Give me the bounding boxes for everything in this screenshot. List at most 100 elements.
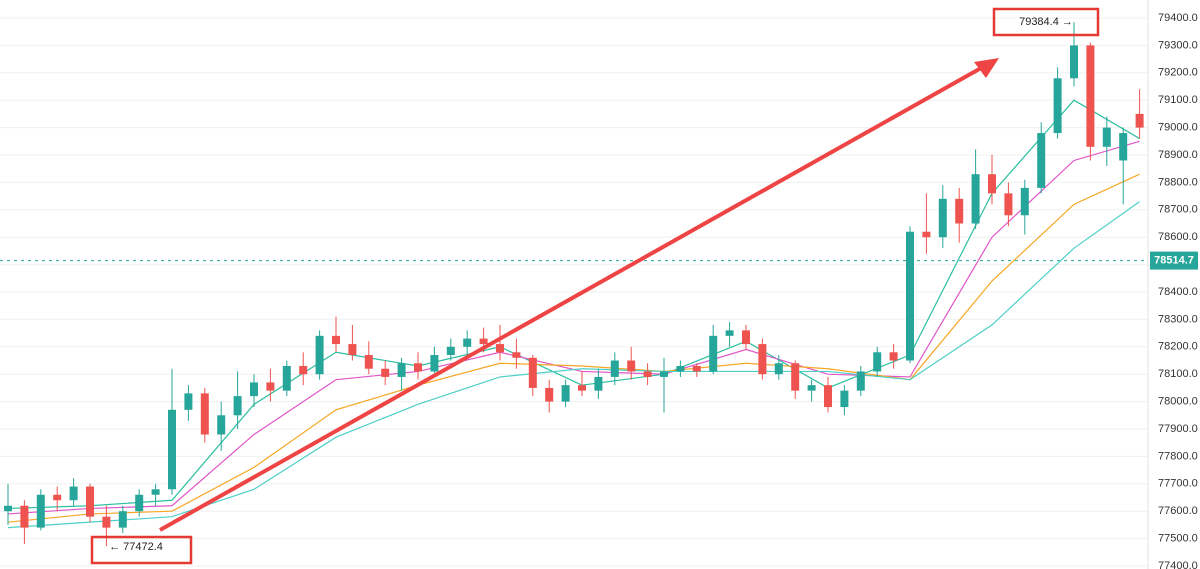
- y-tick-label: 78400.0: [1158, 286, 1198, 298]
- y-tick-label: 78600.0: [1158, 231, 1198, 243]
- candle-body: [742, 330, 750, 345]
- candle-body: [135, 494, 144, 512]
- candle-body: [643, 371, 652, 377]
- candle-body: [676, 365, 685, 372]
- candle-body: [610, 360, 619, 377]
- y-tick-label: 79200.0: [1158, 67, 1198, 79]
- candle-body: [4, 505, 12, 512]
- candle-body: [1004, 193, 1013, 216]
- candle-body: [1102, 127, 1111, 147]
- candle-body: [250, 382, 258, 397]
- annotation-box: [90, 535, 193, 565]
- candle-body: [955, 198, 964, 224]
- candle-body: [184, 393, 193, 410]
- candle-body: [118, 511, 127, 528]
- candle-body: [758, 344, 767, 375]
- annotation-box: [992, 7, 1100, 37]
- candle-body: [1037, 133, 1046, 188]
- candle-body: [233, 396, 242, 416]
- candle-body: [315, 335, 324, 375]
- y-tick-label: 78200.0: [1158, 341, 1198, 353]
- y-tick-label: 78100.0: [1158, 368, 1198, 380]
- candle-body: [151, 489, 160, 495]
- candle-body: [348, 344, 357, 356]
- candle-body: [102, 516, 111, 528]
- price-axis: 77400.0 77500.0 77600.0 77700.0 77800.0 77900…: [1147, 0, 1198, 569]
- candle-body: [791, 363, 800, 391]
- y-tick-label: 78000.0: [1158, 396, 1198, 408]
- candle-body: [299, 365, 308, 375]
- candle-body: [200, 393, 209, 435]
- candle-body: [938, 198, 947, 238]
- candle-body: [906, 231, 914, 361]
- y-tick-label: 77600.0: [1158, 505, 1198, 517]
- y-tick-label: 79300.0: [1158, 39, 1198, 51]
- candle-body: [873, 352, 882, 372]
- candle-body: [36, 494, 45, 528]
- plot: [0, 22, 1148, 547]
- candle-body: [496, 344, 504, 353]
- candle-body: [53, 494, 62, 501]
- y-tick-label: 78800.0: [1158, 176, 1198, 188]
- candle-body: [578, 385, 586, 391]
- candle-body: [512, 352, 521, 358]
- candle-body: [479, 338, 488, 345]
- candle-body: [988, 174, 996, 194]
- candle-body: [1086, 45, 1095, 147]
- y-tick-label: 79100.0: [1158, 94, 1198, 106]
- candle-body: [1119, 133, 1128, 161]
- candle-body: [561, 385, 570, 402]
- y-tick-label: 77400.0: [1158, 560, 1198, 569]
- candle-body: [1053, 78, 1062, 134]
- candle-body: [692, 365, 701, 372]
- candle-body: [627, 360, 636, 372]
- annotation: ← 77472.4: [109, 541, 163, 553]
- candle-body: [397, 363, 406, 377]
- moving-average: [7, 173, 1140, 523]
- last-price-label: 78514.7: [1154, 254, 1194, 266]
- candle-body: [217, 415, 226, 435]
- candle-body: [545, 387, 554, 402]
- candle-body: [660, 371, 668, 377]
- trend-arrow-head: [974, 58, 999, 78]
- candle-body: [709, 335, 718, 372]
- y-tick-label: 77500.0: [1158, 533, 1198, 545]
- y-tick-label: 78700.0: [1158, 204, 1198, 216]
- candle-body: [922, 231, 931, 238]
- candle-body: [364, 355, 373, 369]
- candle-body: [381, 368, 390, 377]
- candle-body: [824, 385, 832, 408]
- candle-body: [69, 486, 78, 501]
- y-tick-label: 79400.0: [1158, 12, 1198, 24]
- candle-body: [168, 409, 176, 490]
- candle-body: [266, 382, 275, 391]
- y-tick-label: 78300.0: [1158, 313, 1198, 325]
- candle-body: [446, 346, 455, 356]
- candle-body: [594, 376, 603, 391]
- last-price-box: [1150, 251, 1198, 270]
- candle-body: [840, 390, 849, 408]
- y-tick-label: 79000.0: [1158, 122, 1198, 134]
- candle-body: [332, 335, 340, 345]
- candle-body: [971, 174, 980, 224]
- candle-body: [20, 505, 29, 528]
- y-tick-label: 77900.0: [1158, 423, 1198, 435]
- candle-body: [430, 355, 439, 372]
- candle-body: [86, 486, 94, 517]
- y-tick-label: 77800.0: [1158, 450, 1198, 462]
- candle-body: [1070, 45, 1078, 79]
- candle-body: [1135, 113, 1144, 128]
- y-tick-label: 78900.0: [1158, 149, 1198, 161]
- candle-body: [856, 371, 865, 391]
- candle-body: [807, 385, 816, 391]
- candle-body: [463, 338, 472, 347]
- candle-body: [889, 352, 898, 361]
- candle-body: [528, 357, 537, 388]
- candle-body: [725, 330, 734, 336]
- candle-body: [282, 365, 291, 391]
- y-tick-label: 77700.0: [1158, 478, 1198, 490]
- annotation: 79384.4 →: [1019, 16, 1073, 28]
- candle-body: [1020, 187, 1029, 216]
